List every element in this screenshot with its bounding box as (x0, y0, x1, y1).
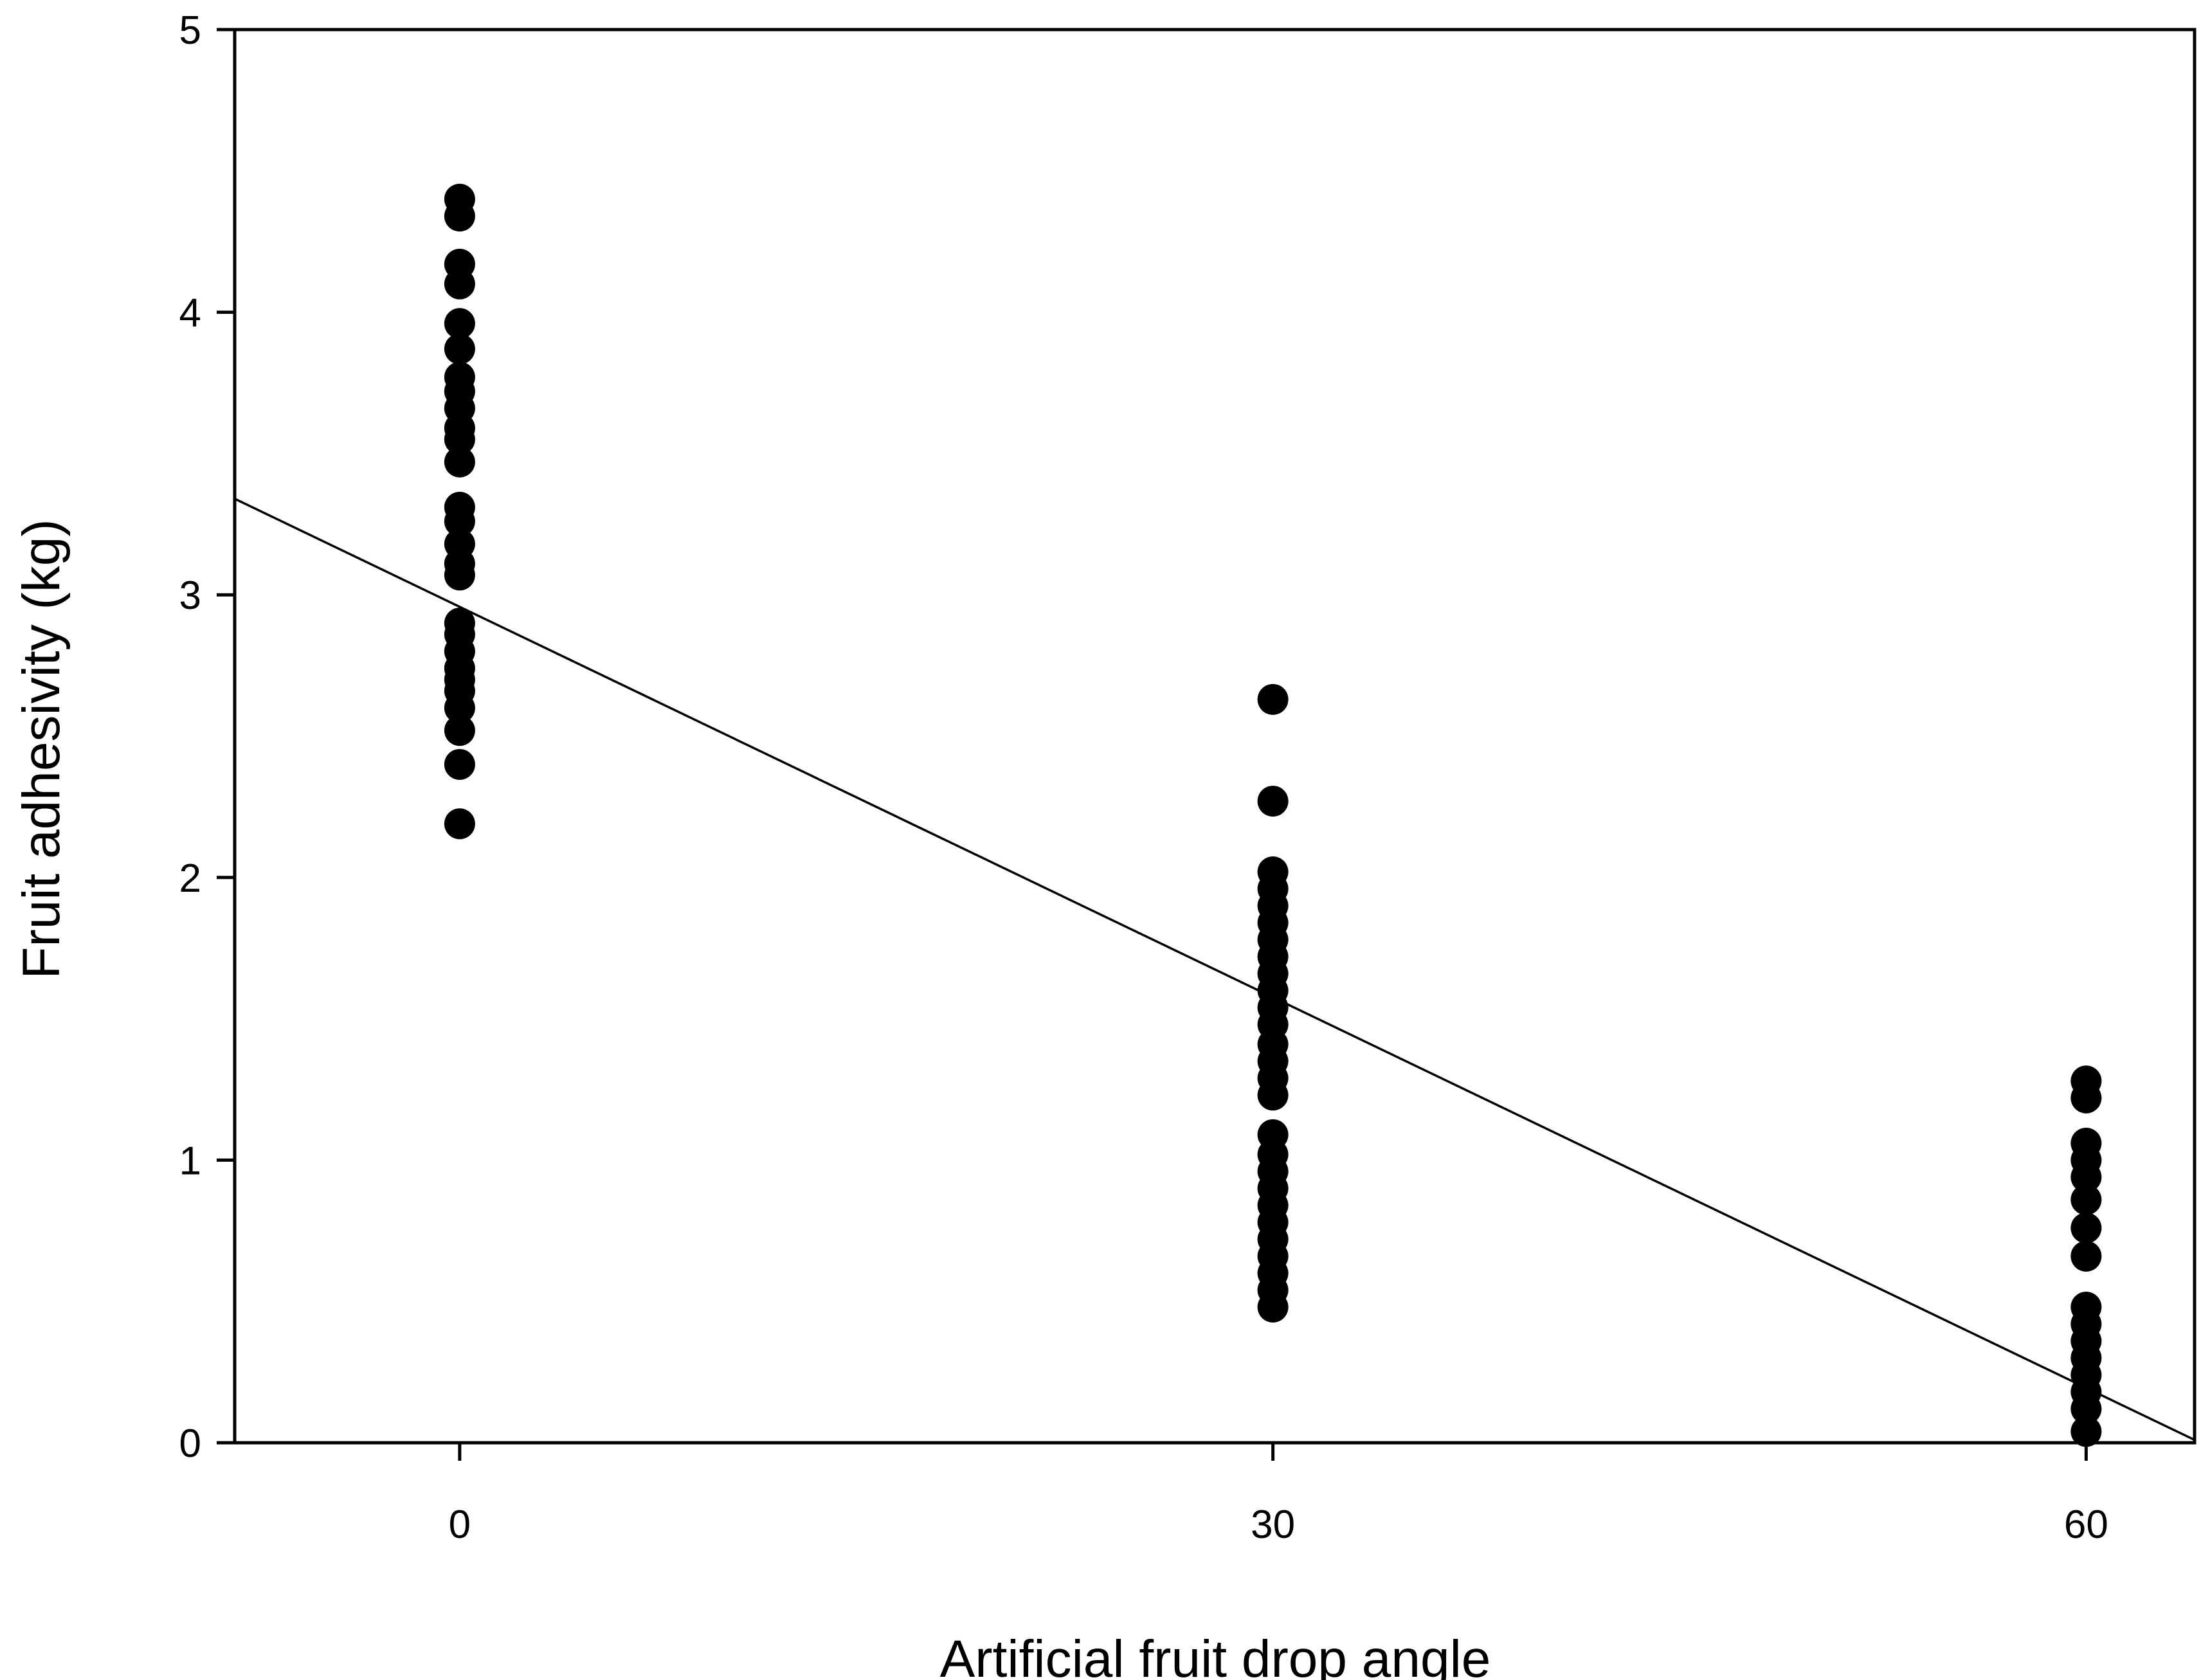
data-point (1257, 683, 1289, 715)
data-point (444, 692, 475, 724)
x-tick-label: 0 (449, 1503, 471, 1547)
data-point (2070, 1393, 2102, 1425)
x-tick-label: 60 (2064, 1503, 2108, 1547)
y-tick-label: 4 (179, 291, 201, 336)
data-point (2070, 1184, 2102, 1215)
data-point (2070, 1240, 2102, 1272)
data-point (444, 715, 475, 746)
data-point (1257, 786, 1289, 817)
tick-labels: 0 1 2 3 4 5 0 30 60 (179, 8, 2108, 1547)
y-axis-title: Fruit adhesivity (kg) (12, 519, 71, 979)
data-point (444, 559, 475, 591)
data-point (444, 201, 475, 232)
data-point (2070, 1212, 2102, 1243)
data-point (444, 446, 475, 478)
data-point (444, 424, 475, 455)
x-axis-title: Artificial fruit drop angle (940, 1630, 1491, 1680)
data-point (2070, 1416, 2102, 1447)
data-point (1257, 1291, 1289, 1323)
y-tick-label: 0 (179, 1422, 201, 1466)
data-point (444, 808, 475, 840)
regression-line (234, 498, 2195, 1441)
y-tick-label: 5 (179, 8, 201, 53)
data-point (2070, 1161, 2102, 1193)
data-point (1257, 1079, 1289, 1111)
data-point (444, 308, 475, 339)
y-tick-label: 1 (179, 1139, 201, 1183)
data-point (444, 748, 475, 780)
y-tick-label: 3 (179, 574, 201, 618)
plot-frame (233, 28, 2196, 1445)
data-point (2070, 1082, 2102, 1114)
axis-ticks (217, 28, 2088, 1461)
data-point (444, 333, 475, 365)
y-tick-label: 2 (179, 856, 201, 901)
plot-marks (234, 183, 2195, 1447)
data-point (444, 505, 475, 537)
data-point (444, 268, 475, 300)
x-tick-label: 30 (1251, 1503, 1295, 1547)
